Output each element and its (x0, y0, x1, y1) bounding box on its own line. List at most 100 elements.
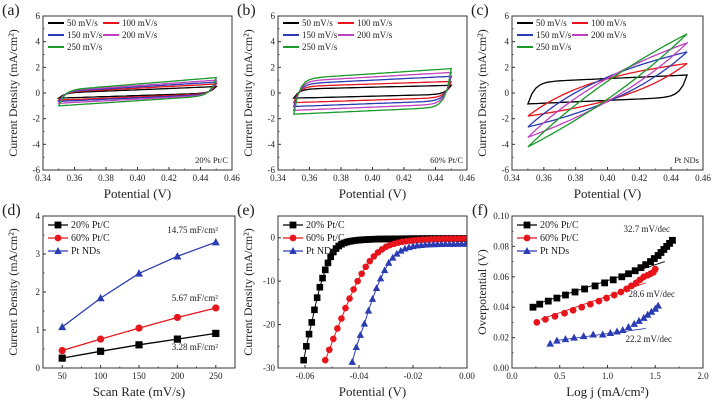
marker-square (601, 279, 609, 287)
marker-square (305, 330, 313, 338)
y-tick-label: 0.06 (493, 272, 509, 282)
marker-circle (330, 335, 337, 343)
y-tick-label: 4 (36, 211, 41, 221)
marker-triangle (654, 301, 662, 309)
panel-f: (f) 0.0 0.5 1.0 1.5 2.0 0.00 0.02 0.04 0.06 0.08 0.… (472, 202, 709, 399)
fit-line (554, 328, 646, 342)
marker-triangle (606, 329, 615, 337)
marker-circle (523, 234, 531, 242)
legend-item: Pt NDs (283, 246, 335, 257)
x-tick-label: 0.38 (333, 173, 349, 183)
x-axis-label: Potential (V) (574, 186, 642, 201)
panel-e: (e) -0.06 -0.04 -0.02 0.00 -30 -20 -10 0 Potentia… (237, 202, 475, 399)
marker-triangle (348, 358, 356, 365)
panel-label: (e) (237, 202, 255, 219)
marker-triangle (356, 331, 365, 338)
y-tick-label: 0.00 (493, 363, 509, 373)
marker-circle (603, 294, 610, 302)
legend-label: 60% Pt/C (306, 233, 345, 244)
marker-triangle (393, 249, 401, 257)
y-tick-label: 4 (505, 37, 510, 47)
legend-item: 100 mV/s (338, 18, 393, 28)
marker-triangle (54, 247, 62, 254)
marker-square (54, 221, 62, 229)
marker-square (308, 319, 316, 326)
legend-label: 60% Pt/C (540, 233, 579, 244)
legend-item: 20% Pt/C (283, 220, 345, 231)
marker-square (669, 236, 676, 244)
x-tick-label: 0.46 (459, 173, 475, 183)
marker-triangle (635, 316, 643, 324)
y-tick-label: -30 (263, 363, 275, 373)
x-tick-label: 0.42 (396, 173, 412, 183)
marker-triangle (546, 339, 554, 347)
marker-square (609, 276, 617, 284)
y-tick-label: 6 (271, 11, 276, 21)
marker-triangle (639, 313, 648, 321)
y-tick-label: 4 (36, 37, 41, 47)
y-tick-label: 0.08 (493, 241, 509, 251)
x-axis-label: Potential (V) (104, 186, 172, 201)
marker-circle (58, 346, 66, 355)
marker-square (637, 264, 645, 272)
marker-square (562, 291, 569, 299)
panel-d: (d) 50 100 150 200 250 0 1 2 3 4 Scan Rate (mV/s) Cu… (2, 202, 236, 399)
x-tick-label: 1.0 (602, 371, 614, 381)
fit-line (540, 261, 665, 304)
marker-circle (350, 286, 357, 293)
marker-triangle (624, 322, 633, 330)
legend-label: 50 mV/s (536, 18, 567, 28)
y-axis-label: Current Density (mA/cm²) (6, 29, 20, 157)
legend-item: 50 mV/s (283, 18, 333, 28)
marker-triangle (461, 239, 467, 247)
marker-triangle (589, 330, 597, 338)
y-tick-label: -10 (263, 276, 275, 286)
marker-circle (617, 288, 625, 296)
marker-square (321, 266, 329, 274)
marker-square (212, 329, 220, 338)
legend-label: Pt NDs (306, 246, 335, 257)
x-tick-label: 100 (94, 371, 108, 381)
marker-triangle (135, 269, 143, 277)
marker-circle (342, 304, 349, 312)
legend-label: 250 mV/s (536, 42, 572, 52)
legend-label: 50 mV/s (302, 18, 333, 28)
data-layer (529, 236, 676, 347)
marker-triangle (368, 295, 377, 302)
marker-square (289, 221, 297, 229)
marker-circle (354, 277, 361, 285)
marker-triangle (372, 284, 381, 291)
y-tick-label: -2 (268, 114, 276, 124)
legend-item: 150 mV/s (48, 30, 103, 40)
marker-square (581, 285, 588, 293)
marker-circle (135, 324, 143, 332)
x-tick-label: 0.0 (506, 371, 518, 381)
marker-square (647, 258, 654, 265)
marker-triangle (376, 274, 385, 282)
y-tick-label: -4 (268, 139, 276, 149)
marker-square (571, 288, 579, 296)
marker-circle (338, 315, 345, 322)
legend-item: Pt NDs (48, 246, 100, 257)
x-axis-label: Log j (mA/cm²) (566, 384, 649, 399)
marker-square (330, 248, 337, 256)
sample-annotation: 60% Pt/C (430, 155, 463, 165)
y-tick-label: -6 (502, 165, 510, 175)
x-tick-label: -0.02 (404, 371, 423, 381)
cv-curve (57, 76, 218, 107)
marker-circle (334, 325, 341, 332)
legend-label: 150 mV/s (67, 30, 103, 40)
legend-label: 100 mV/s (122, 18, 158, 28)
cv-curve (527, 33, 688, 148)
cv-curve (292, 75, 453, 108)
x-tick-label: 0.5 (554, 371, 566, 381)
marker-square (650, 255, 658, 262)
marker-circle (542, 315, 549, 323)
marker-triangle (58, 322, 67, 331)
marker-triangle (352, 343, 360, 351)
marker-triangle (385, 259, 393, 266)
marker-triangle (360, 319, 369, 327)
x-tick-label: 0.40 (600, 173, 616, 183)
y-tick-label: 2 (36, 287, 41, 297)
